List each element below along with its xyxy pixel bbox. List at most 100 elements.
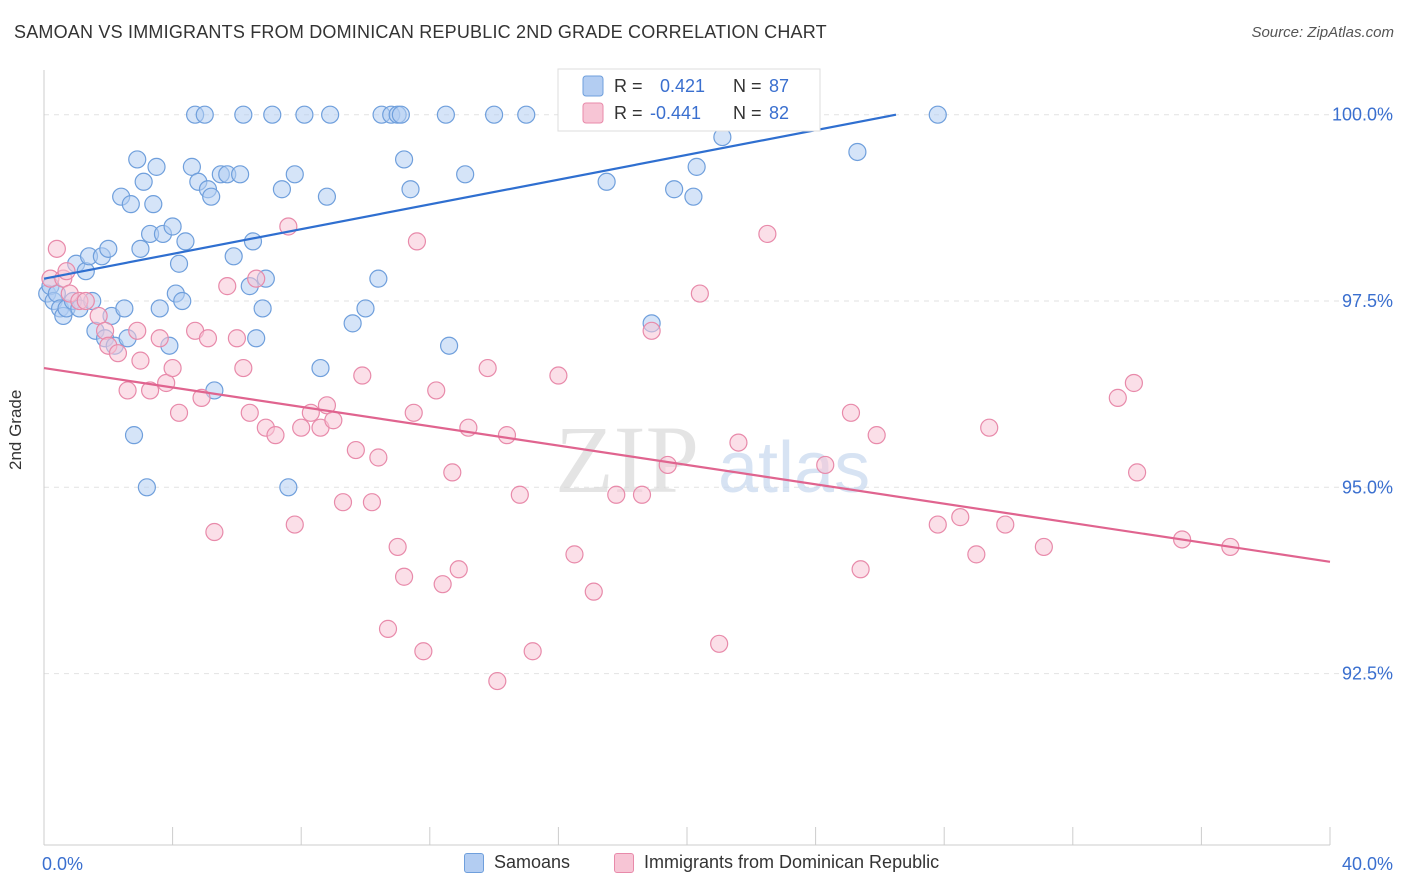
dominican-point	[57, 262, 76, 281]
dominican-point	[362, 493, 382, 512]
dominican-point	[346, 440, 365, 460]
samoans-point	[485, 105, 504, 124]
stats-swatch-samoans	[582, 75, 604, 97]
dominican-point	[427, 381, 446, 400]
samoans-point	[272, 180, 292, 199]
dominican-point	[980, 418, 999, 437]
dominican-point	[47, 239, 66, 258]
trend-lines	[43, 113, 1331, 563]
samoans-point	[173, 291, 192, 311]
samoans-point	[439, 336, 459, 355]
samoans-point	[195, 105, 214, 124]
samoans-point	[124, 426, 144, 445]
samoans-point	[147, 157, 166, 176]
stats-swatch-dominican	[582, 102, 604, 124]
x-tick-label: 40.0%	[1342, 854, 1393, 874]
samoans-point	[343, 314, 362, 333]
dominican-point	[928, 515, 947, 534]
dominican-point	[353, 366, 372, 385]
chart-legend: Samoans Immigrants from Dominican Republ…	[0, 852, 1406, 878]
dominican-point	[95, 321, 115, 340]
dominican-point	[632, 485, 652, 504]
gridlines	[44, 114, 1394, 675]
legend-label-dominican: Immigrants from Dominican Republic	[644, 852, 940, 872]
stats-r-label: R =	[614, 103, 643, 123]
samoans-point	[597, 172, 616, 191]
samoans-point	[391, 105, 410, 124]
dominican-point	[266, 426, 285, 445]
samoans-point	[128, 150, 147, 169]
dominican-point	[1034, 537, 1053, 557]
stats-n-label: N =	[733, 76, 762, 96]
source-label: Source: ZipAtlas.com	[1251, 24, 1394, 41]
y-tick-label: 100.0%	[1332, 105, 1393, 125]
dominican-point	[710, 634, 729, 653]
stats-n-label: N =	[733, 103, 762, 123]
samoans-point	[517, 105, 536, 124]
samoans-point	[121, 195, 140, 214]
samoans-point	[928, 105, 947, 124]
dominican-point	[404, 403, 423, 422]
samoans-point	[369, 269, 388, 288]
samoans-point	[263, 105, 282, 124]
x-tick-label: 0.0%	[42, 854, 83, 874]
y-tick-label: 92.5%	[1342, 664, 1393, 684]
dominican-point	[996, 515, 1015, 534]
dominican-point	[333, 493, 353, 512]
samoans-point	[456, 165, 475, 184]
samoans-point	[279, 478, 298, 497]
dominican-point	[378, 619, 398, 638]
axes: 92.5% 95.0% 97.5% 100.0% 0.0% 40.0%	[42, 70, 1393, 874]
dominican-point	[488, 671, 507, 691]
samoans-point	[321, 105, 340, 124]
dominican-point	[433, 575, 452, 594]
dominican-point	[163, 358, 182, 378]
dominican-point	[841, 403, 861, 422]
dominican-point	[414, 642, 433, 661]
dominican-point	[140, 381, 160, 400]
legend-item-samoans[interactable]: Samoans	[464, 852, 570, 873]
legend-item-dominican[interactable]: Immigrants from Dominican Republic	[614, 852, 939, 873]
dominican-point	[388, 537, 407, 557]
dominican-point	[1127, 463, 1147, 482]
dominican-point	[690, 284, 709, 303]
dominican-point	[449, 560, 468, 579]
dominican-point	[128, 321, 147, 340]
y-tick-label: 95.0%	[1342, 477, 1393, 497]
dominican-point	[198, 329, 218, 348]
samoans-point	[115, 299, 134, 318]
samoans-point	[247, 329, 266, 348]
samoans-point	[317, 187, 337, 206]
samoans-point	[401, 180, 420, 199]
samoans-point	[295, 105, 314, 124]
dominican-point	[407, 232, 427, 251]
samoans-point	[163, 217, 182, 236]
dominican-point	[642, 321, 661, 340]
samoans-point	[224, 247, 243, 266]
dominican-point	[240, 403, 259, 422]
watermark-zip: ZIP	[555, 406, 699, 513]
samoans-point	[356, 299, 375, 318]
samoans-point	[243, 232, 263, 251]
dominican-point	[150, 329, 169, 348]
dominican-point	[867, 426, 886, 445]
dominican-point	[951, 508, 970, 527]
stats-r-label: R =	[614, 76, 643, 96]
dominican-point	[369, 448, 388, 467]
legend-swatch-dominican	[614, 852, 634, 873]
samoans-point	[137, 478, 156, 497]
dominican-point	[549, 366, 568, 385]
dominican-point	[324, 411, 343, 430]
dominican-point	[478, 358, 497, 378]
dominican-point	[523, 642, 542, 661]
dominican-point	[131, 351, 150, 370]
samoans-point	[150, 299, 169, 318]
dominican-point	[285, 515, 304, 534]
dominican-point	[816, 455, 835, 475]
samoans-point	[253, 299, 272, 318]
samoans-point	[202, 187, 221, 206]
dominican-point	[729, 433, 748, 452]
dominican-point	[497, 426, 517, 445]
dominican-point	[218, 277, 237, 296]
